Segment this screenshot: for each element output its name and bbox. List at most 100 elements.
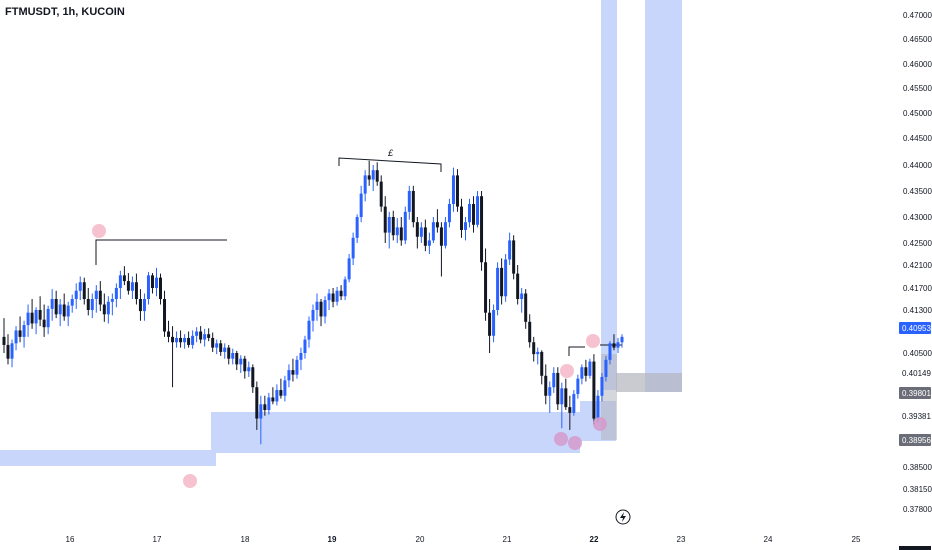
candle xyxy=(295,355,299,379)
candle xyxy=(584,359,588,382)
candle xyxy=(275,384,279,406)
candle xyxy=(532,336,536,362)
candle-body xyxy=(30,312,34,324)
candle xyxy=(612,334,616,351)
candle-body xyxy=(243,358,247,372)
candle xyxy=(419,222,423,243)
candle xyxy=(572,390,576,416)
candle-body xyxy=(556,372,560,405)
candle-body xyxy=(255,387,259,419)
candle xyxy=(327,289,331,310)
candle xyxy=(110,293,114,316)
candle xyxy=(616,337,620,353)
candle xyxy=(564,378,568,410)
candle-body xyxy=(472,204,476,225)
candle-body xyxy=(146,275,150,299)
candle-body xyxy=(163,299,167,332)
candle xyxy=(114,283,118,308)
candle-body xyxy=(600,376,604,396)
candle xyxy=(146,271,150,305)
candle xyxy=(447,198,451,228)
time-tick-label: 23 xyxy=(677,535,686,544)
candle xyxy=(307,316,311,348)
candle xyxy=(500,258,504,305)
candle-body xyxy=(508,240,512,260)
candle-body xyxy=(247,367,251,372)
time-tick-label: 24 xyxy=(764,535,773,544)
price-tick-label: 0.37800 xyxy=(903,505,932,514)
candle-body xyxy=(379,181,383,207)
candle-body xyxy=(122,275,126,282)
candle-body xyxy=(66,305,70,317)
candle-body xyxy=(367,175,371,180)
price-tag-label: 0.40149 xyxy=(902,369,931,378)
candle-body xyxy=(351,237,355,259)
candle-body xyxy=(355,217,359,238)
candle xyxy=(375,162,379,186)
candle-body xyxy=(54,299,58,315)
candle-body xyxy=(275,390,279,402)
candle-body xyxy=(375,170,379,182)
candle-body xyxy=(552,372,556,388)
candle-body xyxy=(451,175,455,204)
target-zone-wide xyxy=(645,0,682,392)
candle-body xyxy=(459,206,463,230)
demand-zone-main xyxy=(211,412,580,453)
candle xyxy=(138,289,142,321)
candle xyxy=(62,293,66,321)
candle xyxy=(118,270,122,299)
pivot-marker xyxy=(586,334,600,348)
candle-body xyxy=(500,267,504,297)
price-tag: 0.39801 xyxy=(899,387,931,399)
candle xyxy=(134,273,138,305)
candle-body xyxy=(86,299,90,310)
candle-body xyxy=(251,367,255,388)
top-bracket-label: £ xyxy=(387,148,394,158)
lightning-bolt-glyph xyxy=(620,512,626,522)
candle-body xyxy=(211,337,215,348)
candle-body xyxy=(612,343,616,348)
candle-body xyxy=(608,343,612,360)
candle-body xyxy=(18,330,22,337)
price-tick-label: 0.46500 xyxy=(903,35,932,44)
candle xyxy=(455,169,459,212)
price-tick-label: 0.46000 xyxy=(903,60,932,69)
candle xyxy=(323,296,327,324)
candle xyxy=(407,185,411,220)
candle xyxy=(383,196,387,243)
candle xyxy=(339,285,343,301)
candle-body xyxy=(70,299,74,306)
candle-body xyxy=(564,388,568,408)
candle-body xyxy=(307,320,311,340)
candle xyxy=(195,327,199,343)
candle xyxy=(54,290,58,319)
candle xyxy=(580,364,584,385)
candle xyxy=(211,332,215,352)
candle xyxy=(435,209,439,233)
time-tick-label: 20 xyxy=(416,535,425,544)
candle xyxy=(66,301,70,327)
candle-body xyxy=(584,367,588,376)
candle-body xyxy=(106,301,110,315)
top-bracket-line xyxy=(338,157,442,172)
candle-body xyxy=(78,282,82,291)
candle xyxy=(540,350,544,385)
candle xyxy=(203,328,207,347)
price-tick-label: 0.41700 xyxy=(903,284,932,293)
candle-body xyxy=(540,351,544,376)
candle xyxy=(556,367,560,410)
candle-body xyxy=(102,304,106,315)
candle xyxy=(191,330,195,349)
candle xyxy=(303,335,307,359)
candle-body xyxy=(62,304,66,317)
candle-body xyxy=(596,395,600,419)
candle xyxy=(484,248,488,321)
pivot-marker xyxy=(568,436,582,450)
candle xyxy=(363,170,367,202)
resistance-line-left xyxy=(95,239,227,265)
candle xyxy=(42,304,46,337)
candle xyxy=(355,214,359,243)
time-tick-label: 19 xyxy=(328,535,337,544)
candle xyxy=(536,347,540,365)
price-tag-bg xyxy=(899,367,931,379)
